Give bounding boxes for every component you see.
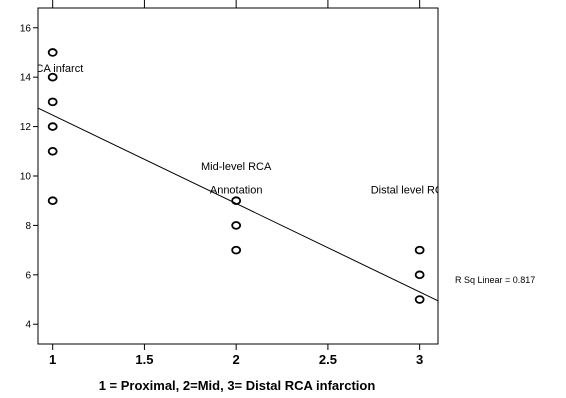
plot-root: 1 1.5 2 2.5 3 4 6 8 10 12 14 16 al RCA infarct Mid-le…: [16, 0, 451, 367]
data-point: [231, 245, 242, 255]
y-tick-label: 16: [20, 23, 32, 34]
data-point: [47, 48, 58, 57]
annotation-label: al RCA infarct: [16, 63, 83, 75]
data-point: [231, 196, 242, 206]
r-squared-label: R Sq Linear = 0.817: [455, 275, 535, 285]
x-tick-label: 1: [49, 352, 56, 367]
y-tick-label: 10: [20, 172, 32, 183]
x-tick-label: 1.5: [135, 352, 153, 367]
data-point: [414, 270, 425, 280]
annotation-label: Annotation: [210, 184, 263, 196]
y-tick-label: 14: [20, 73, 32, 84]
data-point: [47, 196, 58, 206]
data-point: [47, 97, 58, 107]
data-point: [47, 146, 58, 156]
data-point: [231, 221, 242, 230]
plot-frame: [37, 7, 439, 345]
x-tick-label: 3: [416, 352, 423, 367]
data-point: [47, 72, 58, 82]
y-tick-label: 4: [25, 320, 31, 331]
x-tick-label: 2.5: [319, 352, 337, 367]
y-tick-label: 8: [25, 221, 31, 232]
annotation-label: Distal level RCA: [371, 184, 451, 196]
data-point: [414, 245, 425, 255]
x-axis-label: 1 = Proximal, 2=Mid, 3= Distal RCA infar…: [99, 378, 376, 393]
y-tick-label: 6: [25, 270, 31, 281]
x-tick-label: 2: [233, 352, 240, 367]
data-point: [47, 122, 58, 131]
data-point: [414, 295, 425, 304]
annotation-label: Mid-level RCA: [201, 161, 272, 173]
y-tick-label: 12: [20, 122, 32, 133]
